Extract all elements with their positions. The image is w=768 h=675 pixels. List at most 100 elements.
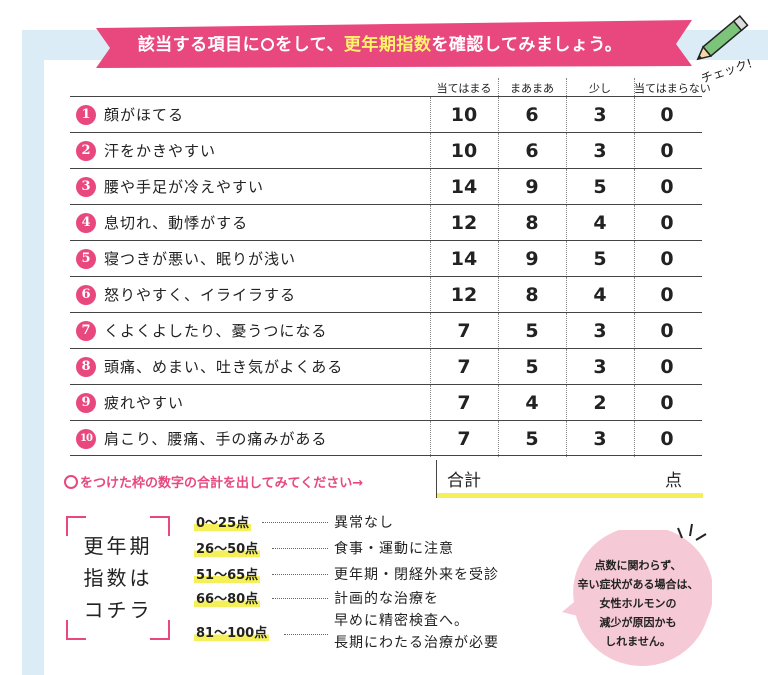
pencil-icon bbox=[696, 14, 749, 61]
col-header-atehamaru: 当てはまる bbox=[436, 82, 492, 95]
row-number-badge: 7 bbox=[76, 321, 96, 341]
row-divider bbox=[634, 349, 635, 385]
row-divider bbox=[566, 241, 567, 277]
row-divider bbox=[566, 349, 567, 385]
leader-line bbox=[262, 522, 328, 523]
score-cell[interactable]: 5 bbox=[593, 176, 607, 198]
speech-bubble bbox=[562, 530, 712, 666]
table-row: 9 疲れやすい 7 4 2 0 bbox=[70, 384, 702, 421]
row-number-badge: 10 bbox=[76, 429, 96, 449]
row-divider bbox=[566, 277, 567, 313]
score-cell[interactable]: 12 bbox=[450, 212, 478, 234]
symptom-text: 寝つきが悪い、眠りが浅い bbox=[104, 250, 297, 268]
score-cell[interactable]: 6 bbox=[525, 104, 539, 126]
column-divider bbox=[566, 78, 567, 96]
leader-line bbox=[272, 574, 328, 575]
banner-emphasis: 更年期指数 bbox=[343, 35, 432, 55]
score-cell[interactable]: 9 bbox=[525, 248, 539, 270]
score-cell[interactable]: 4 bbox=[525, 392, 539, 414]
score-cell[interactable]: 7 bbox=[457, 320, 471, 342]
banner-title: 該当する項目に をして、更年期指数を確認してみましょう。 bbox=[137, 35, 623, 55]
row-divider bbox=[566, 205, 567, 241]
score-cell[interactable]: 0 bbox=[660, 140, 674, 162]
score-result: 早めに精密検査へ。 bbox=[334, 613, 469, 629]
score-cell[interactable]: 5 bbox=[525, 356, 539, 378]
score-cell[interactable]: 9 bbox=[525, 176, 539, 198]
score-cell[interactable]: 0 bbox=[660, 248, 674, 270]
symptom-text: くよくよしたり、憂うつになる bbox=[104, 322, 328, 340]
score-cell[interactable]: 5 bbox=[525, 428, 539, 450]
score-cell[interactable]: 0 bbox=[660, 428, 674, 450]
row-divider bbox=[566, 169, 567, 205]
row-divider bbox=[566, 313, 567, 349]
symptom-text: 肩こり、腰痛、手の痛みがある bbox=[104, 430, 328, 448]
symptom-text: 疲れやすい bbox=[104, 394, 185, 412]
score-cell[interactable]: 0 bbox=[660, 104, 674, 126]
score-cell[interactable]: 5 bbox=[593, 248, 607, 270]
score-cell[interactable]: 14 bbox=[450, 176, 478, 198]
score-cell[interactable]: 2 bbox=[593, 392, 607, 414]
row-divider bbox=[634, 241, 635, 277]
score-cell[interactable]: 4 bbox=[593, 284, 607, 306]
row-divider bbox=[634, 313, 635, 349]
index-title-bracket: 更年期 指数は コチラ bbox=[66, 516, 170, 640]
row-divider bbox=[498, 313, 499, 349]
score-cell[interactable]: 7 bbox=[457, 356, 471, 378]
row-divider bbox=[430, 205, 431, 241]
score-cell[interactable]: 0 bbox=[660, 356, 674, 378]
row-number-badge: 5 bbox=[76, 249, 96, 269]
row-divider bbox=[498, 421, 499, 457]
row-divider bbox=[498, 97, 499, 133]
row-divider bbox=[430, 133, 431, 169]
symptom-text: 顔がほてる bbox=[104, 106, 185, 124]
table-row: 4 息切れ、動悸がする 12 8 4 0 bbox=[70, 204, 702, 241]
table-row: 3 腰や手足が冷えやすい 14 9 5 0 bbox=[70, 168, 702, 205]
score-cell[interactable]: 0 bbox=[660, 320, 674, 342]
score-result: 長期にわたる治療が必要 bbox=[334, 635, 499, 651]
row-divider bbox=[430, 313, 431, 349]
row-divider bbox=[430, 385, 431, 421]
table-row: 1 顔がほてる 10 6 3 0 bbox=[70, 96, 702, 133]
row-divider bbox=[430, 421, 431, 457]
row-number-badge: 2 bbox=[76, 141, 96, 161]
score-cell[interactable]: 0 bbox=[660, 212, 674, 234]
score-range: 51〜65点 bbox=[194, 568, 261, 583]
row-divider bbox=[498, 349, 499, 385]
score-cell[interactable]: 3 bbox=[593, 356, 607, 378]
score-cell[interactable]: 10 bbox=[450, 104, 478, 126]
score-cell[interactable]: 7 bbox=[457, 392, 471, 414]
table-row: 5 寝つきが悪い、眠りが浅い 14 9 5 0 bbox=[70, 240, 702, 277]
advice-note: 点数に関わらず、 辛い症状がある場合は、 女性ホルモンの 減少が原因かも しれま… bbox=[577, 559, 699, 648]
index-title: 更年期 指数は コチラ bbox=[83, 534, 153, 622]
score-cell[interactable]: 4 bbox=[593, 212, 607, 234]
score-cell[interactable]: 10 bbox=[450, 140, 478, 162]
score-cell[interactable]: 8 bbox=[525, 212, 539, 234]
row-divider bbox=[634, 277, 635, 313]
score-cell[interactable]: 3 bbox=[593, 320, 607, 342]
score-cell[interactable]: 12 bbox=[450, 284, 478, 306]
total-label: 合計 bbox=[447, 471, 481, 491]
col-header-sukoshi: 少し bbox=[589, 82, 611, 95]
leader-line bbox=[272, 548, 328, 549]
col-header-maamaa: まあまあ bbox=[510, 82, 554, 95]
score-cell[interactable]: 0 bbox=[660, 176, 674, 198]
symptom-text: 腰や手足が冷えやすい bbox=[104, 178, 265, 196]
symptom-text: 汗をかきやすい bbox=[104, 142, 217, 160]
score-cell[interactable]: 8 bbox=[525, 284, 539, 306]
score-result: 異常なし bbox=[334, 515, 394, 531]
score-cell[interactable]: 5 bbox=[525, 320, 539, 342]
score-cell[interactable]: 3 bbox=[593, 140, 607, 162]
score-cell[interactable]: 3 bbox=[593, 428, 607, 450]
leader-line bbox=[284, 634, 328, 635]
score-cell[interactable]: 7 bbox=[457, 428, 471, 450]
score-cell[interactable]: 6 bbox=[525, 140, 539, 162]
score-cell[interactable]: 14 bbox=[450, 248, 478, 270]
row-divider bbox=[634, 133, 635, 169]
total-field[interactable]: 合計 点 bbox=[436, 460, 703, 498]
row-divider bbox=[498, 385, 499, 421]
table-row: 2 汗をかきやすい 10 6 3 0 bbox=[70, 132, 702, 169]
row-divider bbox=[430, 277, 431, 313]
score-cell[interactable]: 0 bbox=[660, 284, 674, 306]
score-cell[interactable]: 0 bbox=[660, 392, 674, 414]
score-cell[interactable]: 3 bbox=[593, 104, 607, 126]
